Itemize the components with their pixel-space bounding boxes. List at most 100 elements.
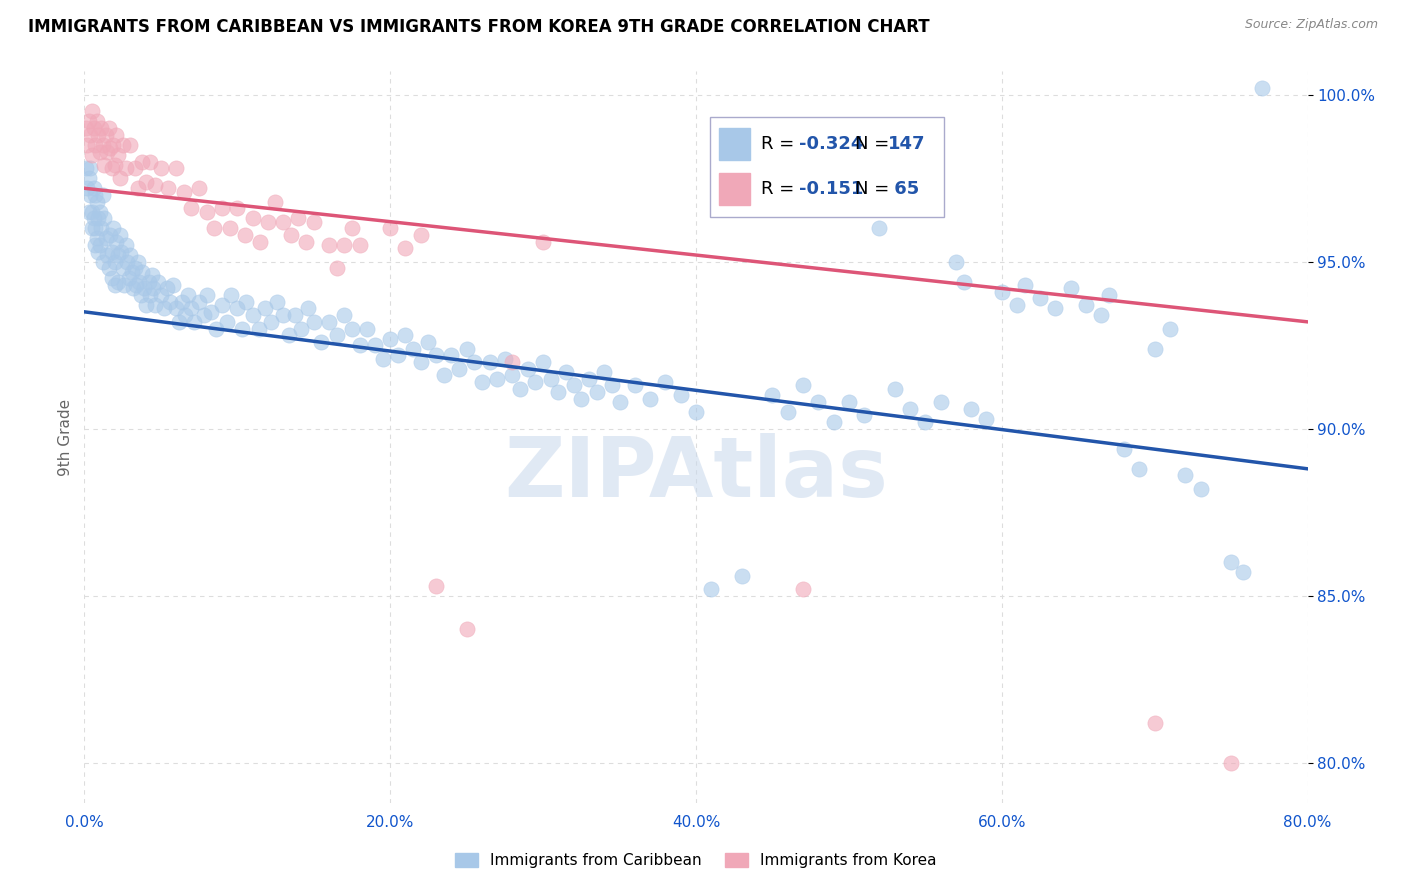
Point [91, 137, 114, 152]
Point [195, 288, 218, 302]
Point [118, 271, 141, 285]
Point [165, 301, 187, 316]
Point [122, 281, 145, 295]
Point [960, 401, 983, 416]
Point [121, 265, 143, 279]
Text: 147: 147 [887, 136, 925, 153]
Point [297, 301, 319, 316]
Point [142, 281, 165, 295]
Point [180, 301, 202, 316]
Point [162, 278, 184, 293]
Point [125, 278, 148, 293]
Point [105, 235, 128, 249]
Point [409, 227, 432, 242]
Point [112, 278, 135, 293]
Point [80, 104, 103, 119]
Point [141, 268, 163, 282]
Point [1189, 482, 1212, 496]
Point [509, 382, 531, 396]
Point [271, 214, 294, 228]
Point [247, 321, 270, 335]
Point [105, 128, 128, 142]
Point [76, 137, 98, 152]
Point [173, 185, 195, 199]
Text: ZIPAtlas: ZIPAtlas [503, 434, 889, 514]
Point [914, 415, 936, 429]
Point [77, 171, 100, 186]
Point [380, 332, 402, 346]
Point [83, 121, 105, 136]
Point [188, 181, 211, 195]
Point [547, 384, 569, 399]
Point [114, 161, 136, 176]
Point [387, 348, 409, 362]
Point [111, 261, 134, 276]
Point [340, 221, 363, 235]
Point [80, 221, 103, 235]
Text: IMMIGRANTS FROM CARIBBEAN VS IMMIGRANTS FROM KOREA 9TH GRADE CORRELATION CHART: IMMIGRANTS FROM CARIBBEAN VS IMMIGRANTS … [28, 18, 929, 36]
Point [929, 395, 952, 409]
Point [231, 321, 253, 335]
Point [1232, 566, 1254, 580]
Point [600, 378, 623, 392]
Legend: Immigrants from Caribbean, Immigrants from Korea: Immigrants from Caribbean, Immigrants fr… [456, 854, 936, 868]
Point [138, 275, 160, 289]
Point [180, 202, 202, 216]
Point [124, 261, 146, 276]
Point [96, 248, 118, 262]
Point [853, 409, 876, 423]
Point [107, 275, 129, 289]
Point [333, 308, 356, 322]
Point [394, 241, 416, 255]
Point [77, 204, 100, 219]
Point [89, 204, 111, 219]
Point [183, 315, 205, 329]
FancyBboxPatch shape [710, 118, 943, 217]
Point [364, 338, 387, 352]
Point [226, 301, 249, 316]
Point [91, 254, 114, 268]
Point [1114, 442, 1136, 456]
Text: -0.151: -0.151 [799, 180, 863, 198]
Point [146, 275, 169, 289]
Point [218, 221, 240, 235]
Point [257, 214, 280, 228]
Point [425, 579, 447, 593]
Point [177, 288, 200, 302]
Point [1220, 555, 1243, 569]
Point [585, 384, 607, 399]
Point [86, 194, 108, 209]
Point [380, 221, 402, 235]
Point [79, 128, 101, 142]
Point [211, 298, 233, 312]
Point [94, 231, 117, 245]
Point [609, 395, 631, 409]
Point [115, 254, 138, 268]
Point [193, 308, 215, 322]
Point [149, 288, 172, 302]
Point [1250, 81, 1272, 95]
Point [98, 227, 121, 242]
Text: R =: R = [761, 136, 800, 153]
Point [280, 227, 302, 242]
Point [356, 321, 378, 335]
Point [952, 275, 974, 289]
Point [93, 211, 115, 226]
Text: R =: R = [761, 180, 806, 198]
Point [1005, 298, 1028, 312]
Point [1159, 321, 1181, 335]
Point [302, 315, 325, 329]
Point [569, 392, 592, 406]
Point [211, 202, 233, 216]
Point [202, 221, 225, 235]
Point [103, 221, 125, 235]
Point [205, 321, 228, 335]
Point [98, 141, 121, 155]
Point [318, 238, 340, 252]
Point [195, 204, 218, 219]
Point [93, 158, 115, 172]
Point [242, 211, 264, 226]
Point [153, 301, 176, 316]
Point [1143, 715, 1166, 730]
Point [235, 294, 257, 309]
